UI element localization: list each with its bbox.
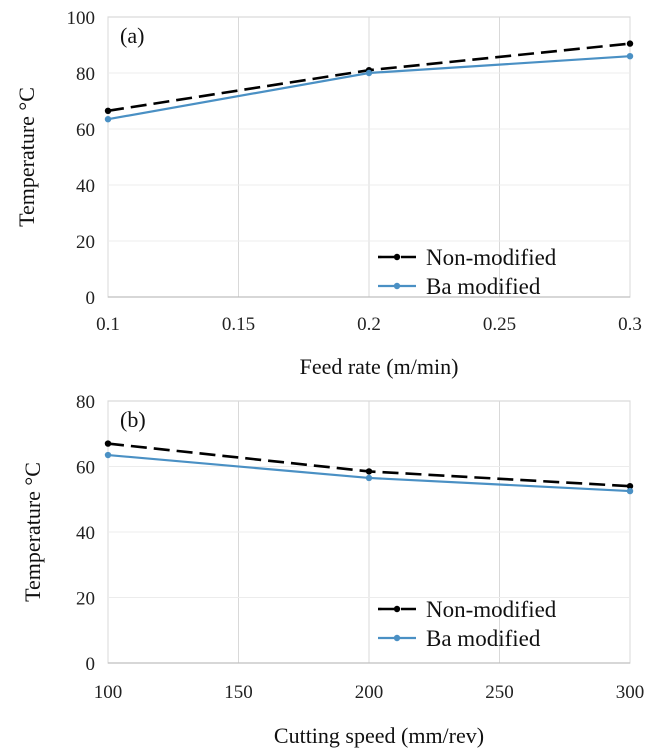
data-point	[626, 487, 634, 495]
x-axis-label: Cutting speed (mm/rev)	[274, 723, 484, 748]
x-tick-label: 300	[616, 682, 645, 703]
y-tick-label: 60	[76, 458, 95, 479]
legend-label: Ba modified	[426, 626, 541, 651]
x-tick-label: 250	[485, 682, 514, 703]
y-tick-label: 0	[86, 654, 96, 675]
data-point	[104, 451, 112, 459]
y-tick-label: 0	[86, 288, 96, 309]
x-tick-label: 0.25	[483, 314, 516, 335]
y-tick-label: 20	[76, 232, 95, 253]
legend-marker	[393, 634, 401, 642]
y-tick-label: 80	[76, 64, 95, 85]
legend-label: Non-modified	[426, 245, 557, 270]
x-axis-label: Feed rate (m/min)	[300, 354, 459, 379]
panel-label: (b)	[120, 407, 146, 432]
x-tick-label: 0.15	[222, 314, 255, 335]
panel-label: (a)	[120, 23, 144, 48]
x-tick-label: 100	[94, 682, 123, 703]
y-tick-label: 60	[76, 120, 95, 141]
y-tick-label: 80	[76, 392, 95, 413]
data-point	[626, 482, 634, 490]
data-point	[365, 468, 373, 475]
data-point	[626, 40, 634, 47]
y-tick-label: 40	[76, 523, 95, 544]
legend-label: Ba modified	[426, 274, 541, 299]
chart-b: 100 150 200 250 300 0 20 40 60 80 (b) Non-modified B…	[20, 392, 645, 748]
y-axis-label: Temperature °C	[20, 462, 45, 602]
legend-marker	[393, 282, 401, 290]
x-tick-label: 0.1	[96, 314, 120, 335]
chart-a: 0.1 0.15 0.2 0.25 0.3 0 20 40 60 80 100 (a) Non-modi…	[14, 8, 642, 379]
data-point	[104, 440, 112, 447]
x-tick-label: 0.3	[618, 314, 642, 335]
x-tick-label: 150	[224, 682, 253, 703]
legend-marker	[393, 605, 401, 613]
data-point	[365, 474, 373, 482]
data-point	[365, 69, 373, 77]
y-tick-label: 20	[76, 589, 95, 610]
legend-marker	[393, 253, 401, 261]
x-tick-label: 200	[355, 682, 384, 703]
data-point	[104, 116, 112, 123]
data-point	[104, 107, 112, 115]
legend-label: Non-modified	[426, 597, 557, 622]
y-tick-label: 40	[76, 176, 95, 197]
data-point	[626, 53, 634, 60]
y-axis-label: Temperature °C	[14, 87, 39, 227]
x-tick-label: 0.2	[357, 314, 381, 335]
y-tick-label: 100	[67, 8, 96, 29]
